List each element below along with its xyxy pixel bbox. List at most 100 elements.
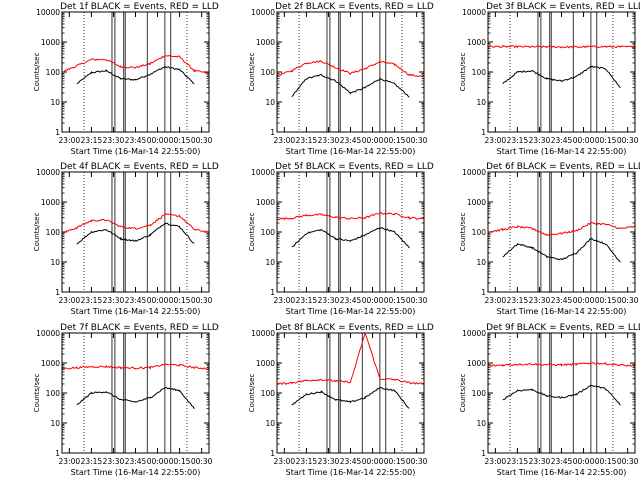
- series-events-line: [76, 65, 195, 85]
- x-tick-label: 23:45: [125, 457, 147, 466]
- y-tick-label: 10000: [251, 168, 275, 177]
- x-axis-label: Start Time (16-Mar-14 22:55:00): [286, 147, 416, 156]
- x-tick-label: 00:15: [169, 457, 191, 466]
- y-axis-label: Counts/sec: [33, 213, 41, 252]
- y-axis-label: Counts/sec: [248, 374, 256, 413]
- x-tick-label: 23:30: [529, 296, 551, 305]
- chart-panel-6: Det 6f BLACK = Events, RED = LLD Counts/s…: [459, 162, 640, 316]
- x-tick-label: 23:45: [340, 136, 362, 145]
- y-tick-label: 100: [472, 389, 487, 398]
- plot-frame: [276, 332, 425, 454]
- series-lld-line: [62, 213, 210, 234]
- x-tick-label: 23:30: [103, 136, 125, 145]
- y-tick-label: 10000: [251, 329, 275, 338]
- y-tick-label: 10000: [36, 168, 60, 177]
- x-axis-label: Start Time (16-Mar-14 22:55:00): [497, 147, 627, 156]
- x-axis-label: Start Time (16-Mar-14 22:55:00): [286, 307, 416, 316]
- series-events-line: [76, 222, 195, 245]
- series-lld-line: [276, 211, 425, 221]
- y-tick-label: 1: [481, 128, 486, 137]
- x-tick-label: 23:15: [507, 136, 529, 145]
- series-lld-line: [487, 220, 636, 237]
- y-tick-label: 10: [50, 98, 60, 107]
- x-tick-label: 00:00: [573, 136, 595, 145]
- series-events-line: [291, 227, 410, 249]
- x-tick-label: 00:30: [617, 136, 639, 145]
- x-tick-label: 23:30: [318, 457, 340, 466]
- x-tick-label: 23:00: [485, 136, 507, 145]
- series-lld-line: [276, 60, 425, 78]
- x-tick-label: 00:00: [573, 457, 595, 466]
- x-tick-label: 00:15: [384, 136, 406, 145]
- y-tick-label: 1000: [467, 359, 486, 368]
- plot-frame: [276, 171, 425, 293]
- x-axis-label: Start Time (16-Mar-14 22:55:00): [286, 468, 416, 477]
- y-tick-label: 100: [46, 68, 61, 77]
- series-events-line: [502, 237, 621, 263]
- x-tick-label: 23:00: [59, 296, 81, 305]
- y-tick-label: 100: [261, 389, 276, 398]
- chart-title: Det 2f BLACK = Events, RED = LLD: [275, 2, 434, 12]
- chart-panel-3: Det 3f BLACK = Events, RED = LLD Counts/s…: [459, 2, 640, 156]
- y-axis-label: Counts/sec: [33, 53, 41, 92]
- y-tick-label: 10: [476, 98, 486, 107]
- y-tick-label: 10: [50, 258, 60, 267]
- x-tick-label: 23:00: [485, 457, 507, 466]
- y-axis-label: Counts/sec: [248, 53, 256, 92]
- x-tick-label: 23:30: [103, 457, 125, 466]
- x-tick-label: 23:30: [318, 136, 340, 145]
- x-tick-label: 23:45: [125, 296, 147, 305]
- x-tick-label: 00:00: [573, 296, 595, 305]
- x-tick-label: 00:00: [147, 296, 169, 305]
- y-tick-label: 1000: [41, 359, 60, 368]
- y-tick-label: 100: [261, 228, 276, 237]
- plot-frame: [61, 332, 210, 454]
- x-axis-label: Start Time (16-Mar-14 22:55:00): [71, 147, 201, 156]
- y-axis-label: Counts/sec: [459, 53, 467, 92]
- y-tick-label: 10: [265, 98, 275, 107]
- y-tick-label: 1: [481, 449, 486, 458]
- chart-panel-1: Det 1f BLACK = Events, RED = LLD Counts/s…: [33, 2, 219, 156]
- series-lld-line: [488, 44, 636, 49]
- y-tick-label: 1000: [256, 198, 275, 207]
- series-lld-line: [487, 361, 636, 367]
- x-tick-label: 00:30: [191, 457, 213, 466]
- x-tick-label: 00:15: [384, 296, 406, 305]
- y-tick-label: 1000: [256, 38, 275, 47]
- x-tick-label: 23:15: [81, 457, 103, 466]
- x-tick-label: 00:30: [191, 296, 213, 305]
- y-axis-label: Counts/sec: [459, 374, 467, 413]
- x-tick-label: 23:45: [551, 296, 573, 305]
- chart-title: Det 9f BLACK = Events, RED = LLD: [486, 323, 640, 333]
- x-tick-label: 23:30: [529, 136, 551, 145]
- chart-title: Det 1f BLACK = Events, RED = LLD: [60, 2, 219, 12]
- y-tick-label: 1: [270, 288, 275, 297]
- chart-title: Det 6f BLACK = Events, RED = LLD: [486, 162, 640, 172]
- plot-frame: [61, 171, 210, 293]
- x-tick-label: 23:15: [296, 457, 318, 466]
- chart-title: Det 3f BLACK = Events, RED = LLD: [486, 2, 640, 12]
- x-tick-label: 23:30: [318, 296, 340, 305]
- y-tick-label: 1: [481, 288, 486, 297]
- y-axis-label: Counts/sec: [248, 213, 256, 252]
- x-tick-label: 23:15: [81, 136, 103, 145]
- series-lld-line: [61, 55, 210, 74]
- y-tick-label: 1000: [256, 359, 275, 368]
- x-tick-label: 00:30: [406, 136, 428, 145]
- x-tick-label: 00:00: [362, 136, 384, 145]
- x-tick-label: 23:15: [81, 296, 103, 305]
- x-tick-label: 00:15: [169, 136, 191, 145]
- x-tick-label: 00:15: [384, 457, 406, 466]
- series-events-line: [76, 386, 195, 410]
- y-tick-label: 1000: [41, 38, 60, 47]
- chart-panel-5: Det 5f BLACK = Events, RED = LLD Counts/s…: [248, 162, 434, 316]
- chart-panel-2: Det 2f BLACK = Events, RED = LLD Counts/s…: [248, 2, 434, 156]
- x-tick-label: 00:15: [595, 296, 617, 305]
- x-tick-label: 23:00: [59, 457, 81, 466]
- y-tick-label: 1000: [467, 198, 486, 207]
- x-tick-label: 00:30: [191, 136, 213, 145]
- x-tick-label: 23:15: [296, 136, 318, 145]
- x-tick-label: 23:15: [507, 296, 529, 305]
- chart-title: Det 7f BLACK = Events, RED = LLD: [60, 323, 219, 333]
